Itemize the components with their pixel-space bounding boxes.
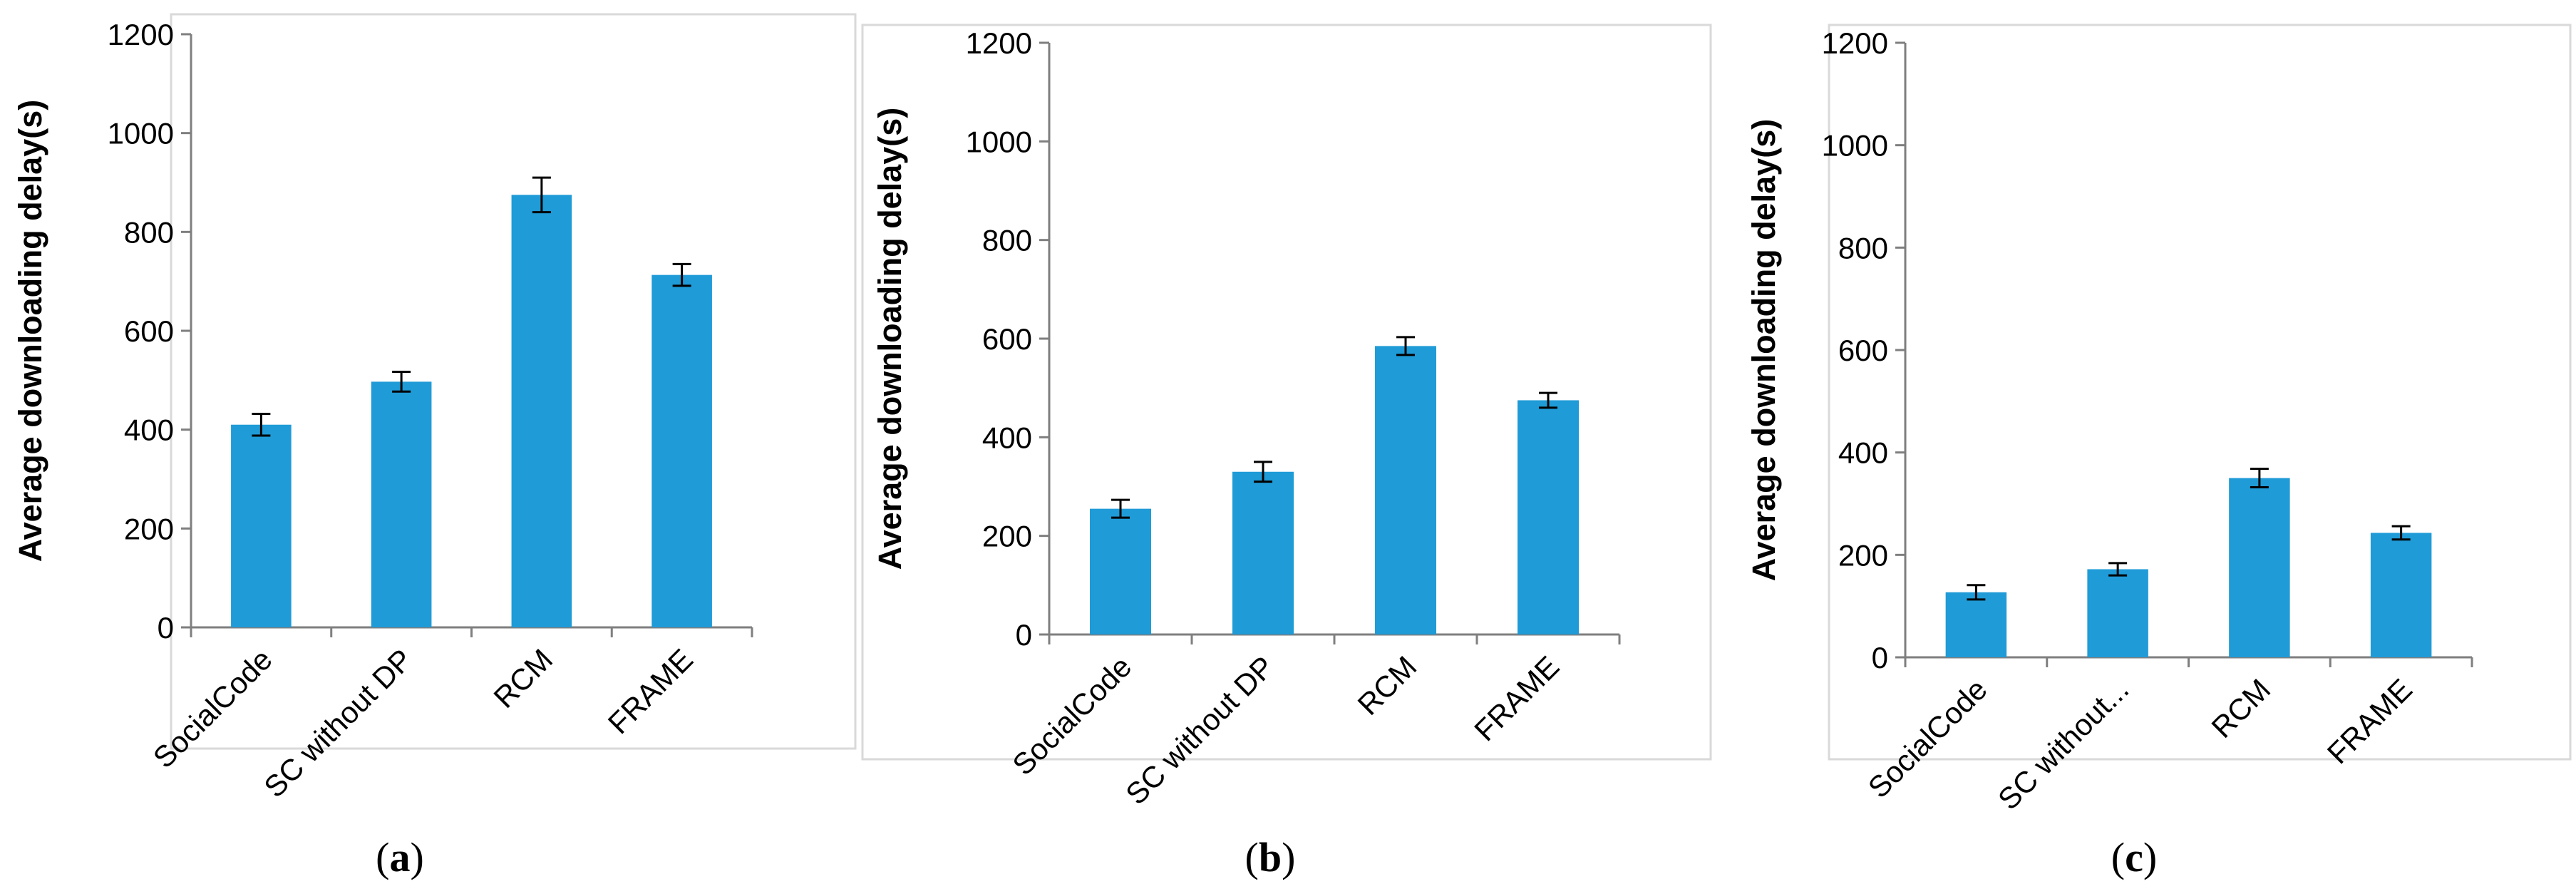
panel-label-letter: a [390,834,411,880]
chart-panel-c: 0 200 400 600 800 1000 1200 Average downloading… [1716,0,2576,885]
y-tick-label: 1000 [1822,129,1888,163]
y-tick-label: 1200 [1822,26,1888,60]
x-category-label: SocialCode [1862,672,1994,804]
y-axis-title: Average downloading delay(s) [12,100,48,562]
x-category-label: FRAME [1468,649,1565,747]
error-bar [532,176,551,214]
panel-label-letter: c [2125,834,2143,880]
chart-frame [1828,24,2572,761]
bar-frame [651,274,712,627]
x-category-label: SC without DP [257,642,418,803]
y-tick-label: 400 [982,421,1032,454]
error-bar [1111,498,1130,519]
error-bar [2250,468,2269,489]
error-bar [1254,461,1272,483]
y-tick-label: 800 [982,224,1032,257]
bar-sc-without [2087,569,2148,657]
chart-frame [861,24,1712,761]
panel-label-letter: b [1259,834,1282,880]
y-tick-label: 800 [124,215,174,249]
x-category-label: RCM [1351,649,1423,721]
panel-label-a: (a) [376,834,424,880]
x-category-label: SocialCode [147,642,279,774]
panel-label-open: ( [1245,834,1259,880]
bar-socialcode [1945,592,2007,657]
panel-label-open: ( [376,834,389,880]
bar-chart-a: 0 200 400 600 800 1000 1200 Average downloading… [12,13,857,880]
bar-rcm [2229,478,2290,657]
y-tick-label: 600 [982,322,1032,356]
error-bar [252,412,271,437]
panel-label-open: ( [2111,834,2125,880]
y-tick-label: 200 [982,520,1032,553]
y-tick-label: 400 [124,413,174,447]
y-tick-label: 0 [1872,641,1888,674]
error-bar [1396,336,1415,356]
y-tick-label: 600 [124,314,174,348]
chart-panel-b: 0 200 400 600 800 1000 1200 Average downloading… [858,0,1716,885]
x-category-label: FRAME [602,642,699,740]
x-category-label: SC without DP [1119,649,1280,811]
x-category-label: RCM [2205,672,2277,744]
y-tick-label: 1200 [108,18,174,51]
y-tick-label: 200 [1838,538,1888,572]
panel-label-close: ) [411,834,424,880]
bar-rcm [1375,346,1436,634]
panel-label-close: ) [2143,834,2157,880]
y-tick-label: 0 [1016,618,1032,652]
y-tick-label: 0 [158,611,174,644]
chart-frame [170,13,857,750]
bar-rcm [511,195,572,627]
x-category-label: SocialCode [1006,649,1138,781]
bar-socialcode [1090,508,1151,634]
y-tick-label: 600 [1838,334,1888,367]
bar-chart-c: 0 200 400 600 800 1000 1200 Average downloading… [1746,24,2572,880]
bar-sc-without-dp [1232,471,1294,634]
y-tick-label: 1000 [108,117,174,150]
x-category-label: RCM [487,642,559,714]
error-bar [2108,562,2128,577]
panel-label-b: (b) [1245,834,1296,880]
error-bar [672,262,691,287]
y-tick-label: 200 [124,512,174,545]
y-tick-label: 1000 [966,125,1032,158]
y-tick-label: 800 [1838,231,1888,264]
bar-frame [2370,533,2432,657]
bar-sc-without-dp [371,381,432,627]
error-bar [1539,391,1557,409]
y-tick-label: 1200 [966,26,1032,60]
y-axis-title: Average downloading delay(s) [872,108,908,570]
y-tick-label: 400 [1838,436,1888,470]
chart-panel-a: 0 200 400 600 800 1000 1200 Average downloading… [0,0,858,885]
y-axis-title: Average downloading delay(s) [1746,119,1782,581]
x-category-label: FRAME [2321,672,2418,770]
x-category-label: SC without... [1992,672,2135,816]
panel-label-close: ) [1282,834,1295,880]
bar-frame [1518,400,1579,634]
error-bar [1967,584,1986,601]
error-bar [2391,525,2411,541]
panel-label-c: (c) [2111,834,2157,880]
error-bar [392,371,411,393]
bar-socialcode [231,424,292,627]
bar-chart-b: 0 200 400 600 800 1000 1200 Average downloading… [861,24,1712,880]
